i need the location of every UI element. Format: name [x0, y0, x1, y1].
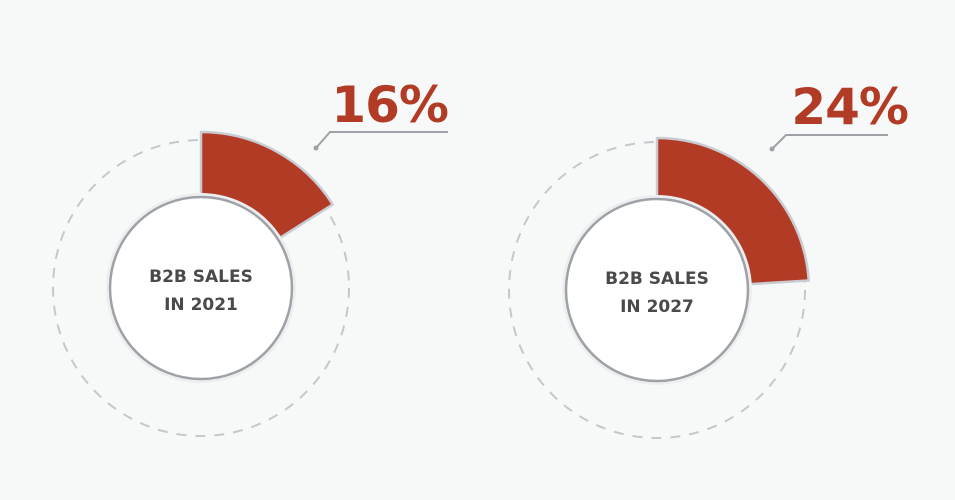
leader-line [315, 131, 448, 149]
leader-dot [313, 145, 319, 151]
leader-dot [769, 146, 775, 152]
dashed-track-ring [52, 139, 350, 437]
value-label: 24% [791, 78, 908, 136]
donut-chart-2: B2B SALES IN 2027 24% [508, 78, 909, 439]
center-label-line: B2B SALES [149, 267, 253, 287]
center-label-line: B2B SALES [605, 269, 709, 289]
inner-disc [564, 197, 750, 383]
center-label-line: IN 2021 [164, 295, 238, 315]
dashed-track-ring [508, 141, 806, 439]
leader-line [771, 134, 888, 150]
center-label-line: IN 2027 [620, 297, 694, 317]
donut-chart-1: B2B SALES IN 2021 16% [52, 76, 449, 437]
inner-disc [108, 195, 294, 381]
value-label: 16% [331, 76, 448, 134]
